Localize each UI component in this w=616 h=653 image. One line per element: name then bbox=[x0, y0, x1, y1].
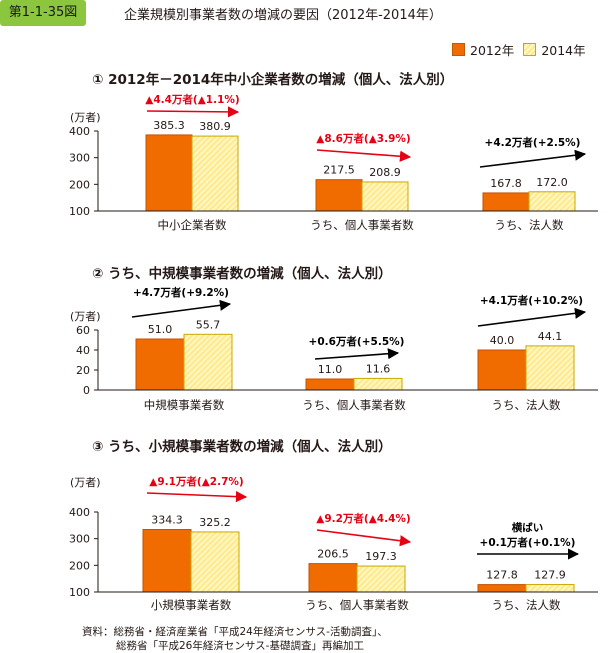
y-tick-label: 300 bbox=[69, 152, 90, 165]
y-tick-label: 200 bbox=[69, 559, 90, 572]
bar-value-label: 206.5 bbox=[317, 548, 349, 561]
category-label: うち、個人事業者数 bbox=[305, 598, 409, 612]
bar-2012 bbox=[477, 349, 527, 391]
bar-value-label: 127.9 bbox=[534, 569, 566, 582]
annotation-label: +0.6万者(+5.5%) bbox=[309, 335, 405, 348]
annotation-label: +4.2万者(+2.5%) bbox=[485, 136, 581, 149]
annotation-label: ▲9.1万者(▲2.7%) bbox=[149, 475, 243, 488]
bar-2014 bbox=[525, 345, 575, 391]
bar-2014 bbox=[183, 333, 233, 391]
annotation-label: ▲4.4万者(▲1.1%) bbox=[145, 93, 239, 106]
source-line-2: 総務省「平成26年経済センサス-基礎調査」再編加工 bbox=[116, 640, 364, 652]
bar-value-label: 40.0 bbox=[490, 334, 515, 347]
trend-arrow bbox=[131, 299, 232, 318]
y-tick-label: 300 bbox=[69, 533, 90, 546]
category-label: 小規模事業者数 bbox=[151, 598, 232, 612]
bar-2012 bbox=[482, 192, 530, 212]
bar-2014 bbox=[356, 565, 406, 593]
bar-2012 bbox=[142, 529, 192, 593]
trend-arrow bbox=[146, 106, 240, 118]
bar-2012 bbox=[477, 584, 527, 593]
bar-value-label: 51.0 bbox=[148, 323, 173, 336]
category-label: うち、法人数 bbox=[495, 218, 564, 232]
legend-swatch-2014 bbox=[523, 43, 537, 56]
bar-2014 bbox=[191, 135, 239, 212]
y-tick-label: 100 bbox=[69, 586, 90, 599]
legend-label-2014: 2014年 bbox=[541, 43, 586, 58]
y-tick-label: 20 bbox=[76, 364, 90, 377]
category-label: うち、個人事業者数 bbox=[310, 218, 414, 232]
figure-label: 第1-1-35図 bbox=[0, 0, 86, 26]
bar-value-label: 11.6 bbox=[366, 362, 391, 375]
bar-value-label: 385.3 bbox=[153, 119, 185, 132]
trend-arrow bbox=[479, 149, 587, 168]
y-axis-label: (万者) bbox=[70, 111, 101, 124]
annotation-label: +4.1万者(+10.2%) bbox=[480, 294, 583, 307]
panel-1-title: ① 2012年－2014年中小企業者数の増減（個人、法人別） bbox=[92, 72, 454, 88]
trend-arrow bbox=[477, 307, 587, 327]
y-tick-label: 100 bbox=[69, 205, 90, 218]
y-tick-label: 400 bbox=[69, 125, 90, 138]
bar-2014 bbox=[525, 584, 575, 593]
trend-arrow bbox=[316, 149, 412, 162]
y-tick-label: 40 bbox=[76, 344, 90, 357]
bar-value-label: 55.7 bbox=[196, 318, 221, 331]
annotation-label: +4.7万者(+9.2%) bbox=[133, 286, 229, 299]
bar-2014 bbox=[190, 531, 240, 593]
bar-2012 bbox=[308, 563, 358, 593]
bar-value-label: 127.8 bbox=[486, 569, 518, 582]
legend: 2012年 2014年 bbox=[452, 40, 586, 59]
bar-2012 bbox=[305, 378, 355, 391]
bar-value-label: 44.1 bbox=[538, 330, 563, 343]
bar-2014 bbox=[361, 181, 409, 212]
y-tick-label: 0 bbox=[83, 384, 90, 397]
bar-2014 bbox=[528, 191, 576, 212]
y-axis-label: (万者) bbox=[70, 476, 101, 489]
bar-value-label: 380.9 bbox=[199, 120, 231, 133]
bar-value-label: 172.0 bbox=[536, 176, 568, 189]
category-label: 中小企業者数 bbox=[158, 218, 227, 232]
source-note: 資料：総務省・経済産業省「平成24年経済センサス-活動調査」、 総務省「平成26… bbox=[82, 625, 388, 653]
bar-2014 bbox=[353, 377, 403, 391]
trend-arrow bbox=[314, 348, 400, 360]
bar-2012 bbox=[135, 338, 185, 391]
bar-value-label: 197.3 bbox=[365, 550, 397, 563]
trend-arrow bbox=[316, 529, 412, 547]
legend-swatch-2012 bbox=[452, 43, 465, 56]
panel-3-title: ③ うち、小規模事業者数の増減（個人、法人別） bbox=[92, 439, 392, 455]
bar-value-label: 334.3 bbox=[151, 514, 183, 527]
y-tick-label: 200 bbox=[69, 178, 90, 191]
annotation-label: 横ばい bbox=[512, 521, 544, 534]
y-tick-label: 60 bbox=[76, 324, 90, 337]
bar-value-label: 167.8 bbox=[490, 177, 522, 190]
annotation-label: ▲9.2万者(▲4.4%) bbox=[316, 512, 410, 525]
category-label: うち、法人数 bbox=[492, 398, 561, 412]
panel-2-title: ② うち、中規模事業者数の増減（個人、法人別） bbox=[92, 266, 392, 282]
annotation-label: +0.1万者(+0.1%) bbox=[480, 536, 576, 549]
y-tick-label: 400 bbox=[69, 506, 90, 519]
bar-2012 bbox=[145, 134, 193, 212]
category-label: 中規模事業者数 bbox=[144, 398, 225, 412]
legend-label-2012: 2012年 bbox=[470, 43, 515, 58]
bar-2012 bbox=[315, 179, 363, 212]
bar-value-label: 217.5 bbox=[323, 164, 355, 177]
source-line-1: 資料：総務省・経済産業省「平成24年経済センサス-活動調査」、 bbox=[82, 626, 388, 638]
bar-value-label: 325.2 bbox=[199, 516, 231, 529]
figure-title: 企業規模別事業者数の増減の要因（2012年-2014年） bbox=[124, 8, 442, 23]
category-label: うち、個人事業者数 bbox=[302, 398, 406, 412]
y-axis-label: (万者) bbox=[70, 310, 101, 323]
bar-value-label: 11.0 bbox=[318, 363, 343, 376]
trend-arrow bbox=[146, 490, 248, 503]
annotation-label: ▲8.6万者(▲3.9%) bbox=[316, 132, 410, 145]
bar-value-label: 208.9 bbox=[369, 166, 401, 179]
category-label: うち、法人数 bbox=[492, 598, 561, 612]
